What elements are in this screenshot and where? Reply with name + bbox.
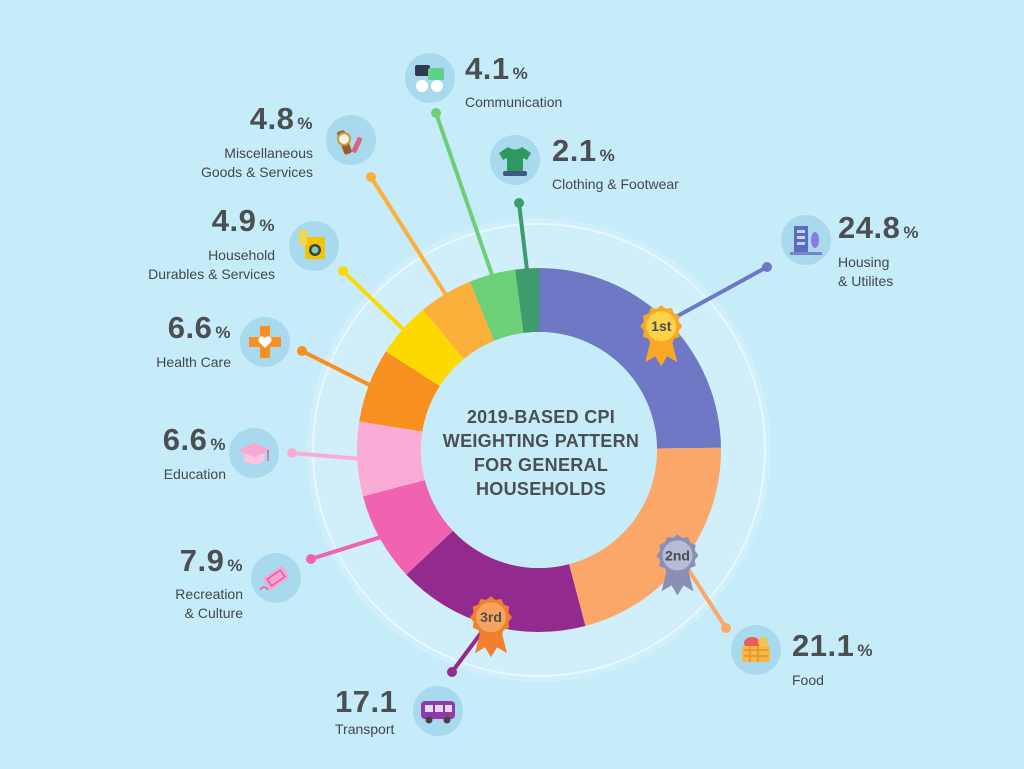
household-name-1: Household	[208, 247, 275, 263]
pct-sign: %	[259, 216, 275, 235]
watch-icon	[326, 115, 376, 165]
slice-education	[357, 421, 425, 497]
transport-value: 17.1	[335, 684, 398, 719]
slice-health-care	[359, 351, 440, 432]
pct-sign: %	[903, 223, 919, 242]
recreation-value: 7.9	[179, 543, 225, 578]
leader-dot-miscellaneous-goods-services	[366, 172, 376, 182]
pct-sign: %	[512, 64, 529, 83]
leader-dot-communication	[431, 108, 441, 118]
leader-health-care	[300, 349, 375, 389]
education-name: Education	[163, 466, 226, 482]
misc-value: 4.8	[249, 101, 295, 136]
household-name-2: Durables & Services	[148, 266, 275, 282]
pct-sign: %	[215, 323, 231, 342]
leader-dot-recreation-culture	[306, 554, 316, 564]
slice-miscellaneous-goods-services	[422, 281, 495, 360]
housing-value: 24.8	[838, 210, 901, 245]
label-food: 21.1% Food	[792, 630, 873, 690]
label-education: 6.6% Education	[163, 424, 226, 484]
medical-cross-icon	[240, 317, 290, 367]
chart-title: 2019-BASED CPI WEIGHTING PATTERN FOR GEN…	[424, 405, 658, 501]
misc-name-1: Miscellaneous	[224, 145, 313, 161]
leader-communication	[434, 111, 496, 281]
health-value: 6.6	[167, 310, 213, 345]
leader-miscellaneous-goods-services	[369, 175, 450, 300]
tshirt-icon	[490, 135, 540, 185]
badge-2nd: 2nd	[656, 534, 699, 596]
building-icon	[781, 215, 831, 265]
category-icons	[229, 53, 831, 736]
recreation-name-1: Recreation	[175, 586, 243, 602]
leader-clothing-footwear	[517, 201, 530, 275]
pct-sign: %	[297, 114, 313, 133]
ticket-icon	[251, 553, 301, 603]
clothing-name: Clothing & Footwear	[552, 176, 679, 192]
badge-text: 3rd	[480, 609, 502, 625]
housing-name-2: & Utilites	[838, 273, 894, 289]
title-line-3: FOR GENERAL	[473, 455, 609, 475]
label-clothing: 2.1% Clothing & Footwear	[552, 135, 679, 194]
slice-transport	[406, 530, 586, 632]
title-line-4: HOUSEHOLDS	[475, 479, 606, 499]
slice-recreation-culture	[363, 480, 453, 575]
pct-sign: %	[227, 556, 243, 575]
title-line-2: WEIGHTING PATTERN	[442, 431, 640, 451]
label-housing: 24.8% Housing & Utilites	[838, 212, 919, 291]
leader-dot-health-care	[297, 346, 307, 356]
outer-ring-line	[312, 223, 766, 677]
label-misc: 4.8% Miscellaneous Goods & Services	[201, 103, 313, 182]
housing-name-1: Housing	[838, 254, 890, 270]
graduation-cap-icon	[229, 428, 279, 478]
slice-clothing-footwear	[515, 268, 539, 334]
label-household: 4.9% Household Durables & Services	[148, 205, 275, 284]
slice-housing-utilites	[539, 268, 721, 449]
bus-icon	[413, 686, 463, 736]
slice-communication	[469, 269, 524, 341]
education-value: 6.6	[162, 422, 208, 457]
pct-sign: %	[857, 641, 873, 660]
leader-household-durables-services	[341, 269, 408, 334]
food-value: 21.1	[792, 628, 855, 663]
clothing-value: 2.1	[552, 133, 597, 168]
pct-sign: %	[210, 435, 226, 454]
chat-bubbles-icon	[405, 53, 455, 103]
rank-badges: 1st 2nd 3rd	[469, 305, 699, 658]
leader-dot-education	[287, 448, 297, 458]
leader-lines	[287, 108, 772, 677]
donut-hole	[421, 332, 657, 568]
leader-housing-utilites	[662, 265, 769, 326]
communication-name: Communication	[465, 94, 563, 110]
pct-sign: %	[599, 146, 616, 165]
badge-3rd: 3rd	[469, 596, 512, 658]
leader-dot-clothing-footwear	[514, 198, 524, 208]
label-health: 6.6% Health Care	[156, 312, 231, 372]
misc-name-2: Goods & Services	[200, 164, 313, 180]
badge-text: 1st	[651, 318, 672, 334]
communication-value: 4.1	[465, 51, 510, 86]
title-line-1: 2019-BASED CPI	[466, 407, 616, 427]
leader-recreation-culture	[309, 534, 386, 561]
leader-dot-transport	[447, 667, 457, 677]
leader-dot-household-durables-services	[338, 266, 348, 276]
transport-name: Transport	[335, 721, 395, 737]
label-recreation: 7.9% Recreation & Culture	[175, 545, 243, 623]
household-value: 4.9	[211, 203, 257, 238]
label-transport: 17.1 Transport	[335, 686, 397, 739]
badge-text: 2nd	[665, 547, 690, 563]
badge-1st: 1st	[640, 305, 683, 367]
health-name: Health Care	[156, 354, 231, 370]
leader-education	[290, 451, 364, 461]
recreation-name-2: & Culture	[184, 605, 243, 621]
food-name: Food	[792, 672, 824, 688]
label-communication: 4.1% Communication	[465, 53, 562, 112]
food-basket-icon	[731, 625, 781, 675]
leader-dot-housing-utilites	[762, 262, 772, 272]
washing-machine-icon	[289, 221, 339, 271]
slice-food	[569, 447, 722, 626]
leader-dot-food	[721, 623, 731, 633]
